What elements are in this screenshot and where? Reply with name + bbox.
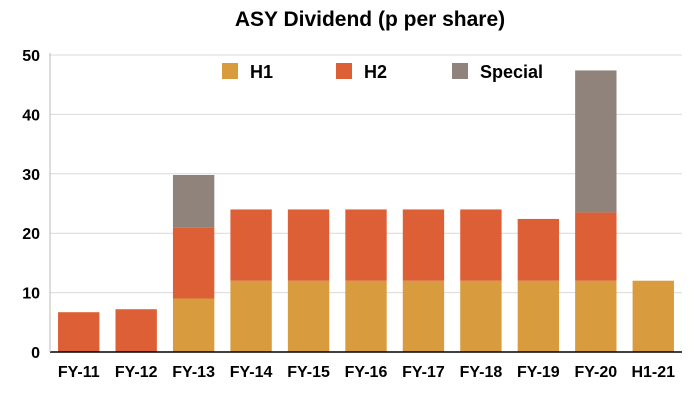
legend-label-h1: H1 — [250, 62, 273, 82]
x-tick-label: FY-15 — [287, 364, 330, 381]
bar-h1-fy-19 — [517, 280, 560, 352]
legend: H1 H2 Special — [222, 62, 543, 82]
x-tick-label: FY-12 — [115, 364, 158, 381]
y-tick-label: 0 — [31, 345, 40, 362]
x-tick-label: FY-11 — [58, 364, 100, 381]
x-tick-label: FY-14 — [230, 364, 273, 381]
x-tick-label: FY-19 — [517, 364, 560, 381]
bar-h1-fy-15 — [287, 280, 330, 352]
y-tick-label: 50 — [22, 48, 40, 65]
bar-h2-fy-18 — [460, 209, 502, 281]
x-tick-label: FY-20 — [574, 364, 617, 381]
bar-h2-fy-16 — [345, 209, 387, 281]
axes: 0 10 20 30 40 50 FY-11 FY-12 FY-13 FY-14 FY-15 FY-1… — [22, 48, 682, 381]
bar-h1-fy-17 — [402, 280, 445, 352]
legend-label-special: Special — [480, 62, 543, 82]
bar-h2-fy-20 — [575, 212, 617, 281]
bar-h1-fy-13 — [172, 298, 215, 352]
y-tick-label: 30 — [22, 167, 40, 184]
bar-h1-fy-18 — [460, 280, 502, 352]
legend-label-h2: H2 — [364, 62, 387, 82]
x-tick-label: FY-16 — [345, 364, 388, 381]
bar-h1-h1-21 — [632, 280, 674, 352]
y-tick-label: 40 — [22, 107, 40, 124]
bar-h2-fy-11 — [58, 312, 100, 352]
chart-title: ASY Dividend (p per share) — [234, 8, 506, 31]
y-tick-label: 20 — [22, 226, 40, 243]
y-tick-label: 10 — [22, 286, 40, 303]
bar-h2-fy-14 — [230, 209, 272, 281]
x-tick-label: FY-17 — [402, 364, 445, 381]
bar-h1-fy-16 — [345, 280, 387, 352]
bar-h2-fy-15 — [287, 209, 330, 281]
bar-h2-fy-13 — [172, 227, 215, 299]
legend-swatch-h2 — [336, 63, 352, 79]
bars — [58, 70, 674, 352]
bar-h1-fy-20 — [575, 280, 617, 352]
legend-swatch-h1 — [222, 63, 238, 79]
bar-special-fy-20 — [575, 70, 617, 213]
x-tick-label: H1-21 — [631, 364, 675, 381]
x-tick-label: FY-18 — [460, 364, 503, 381]
bar-h1-fy-14 — [230, 280, 272, 352]
bar-h2-fy-17 — [402, 209, 445, 281]
bar-h2-fy-19 — [517, 218, 560, 281]
x-tick-label: FY-13 — [172, 364, 215, 381]
legend-swatch-special — [452, 63, 468, 79]
bar-special-fy-13 — [172, 174, 215, 228]
bar-h2-fy-12 — [115, 309, 157, 352]
